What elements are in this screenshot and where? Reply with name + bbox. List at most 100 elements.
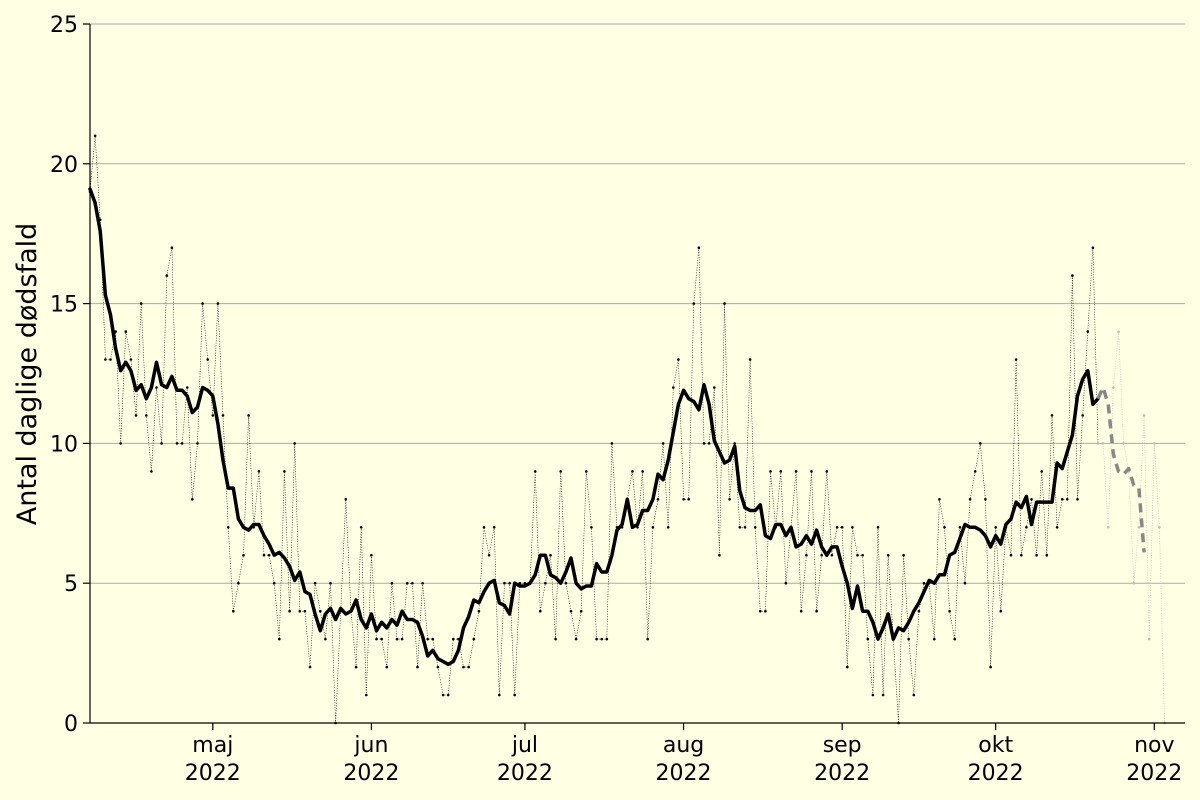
smoothed-line (88, 187, 1100, 667)
daily-point (677, 358, 680, 361)
daily-point (298, 609, 302, 613)
daily-point (917, 609, 921, 613)
daily-point (180, 442, 184, 445)
daily-point (861, 553, 864, 557)
daily-point (400, 637, 404, 641)
y-tick-label: 0 (64, 712, 78, 737)
x-tick-label-year: 2022 (343, 761, 399, 786)
daily-point (723, 302, 726, 305)
daily-point (554, 637, 557, 641)
daily-point (421, 581, 424, 585)
daily-point (104, 358, 107, 361)
daily-point (784, 581, 788, 585)
daily-point (1137, 526, 1141, 529)
daily-point (1142, 414, 1146, 417)
daily-point (288, 609, 291, 613)
daily-point (1086, 330, 1090, 333)
daily-point (1060, 498, 1064, 501)
daily-point (175, 442, 179, 445)
daily-point (446, 693, 450, 697)
daily-point (283, 470, 286, 473)
daily-point (498, 693, 501, 697)
daily-point (303, 609, 307, 613)
daily-point (370, 553, 373, 557)
daily-point (912, 693, 916, 697)
daily-point (201, 302, 204, 305)
x-tick-label-year: 2022 (185, 761, 241, 786)
daily-point (1096, 442, 1100, 445)
daily-point (134, 414, 138, 417)
daily-point (881, 693, 885, 697)
daily-point (764, 609, 767, 613)
daily-point (799, 609, 803, 613)
x-tick-label-month: jun (353, 733, 388, 758)
daily-point (707, 442, 711, 445)
daily-point (1040, 470, 1043, 473)
daily-point (482, 526, 486, 529)
daily-point (866, 637, 870, 641)
daily-point (411, 581, 414, 585)
daily-point (150, 470, 153, 473)
daily-point (1081, 414, 1084, 417)
daily-point (984, 498, 987, 501)
daily-point (395, 637, 399, 641)
daily-point (267, 553, 271, 557)
daily-point (559, 470, 562, 473)
daily-point (390, 581, 394, 585)
daily-point (979, 442, 982, 445)
x-tick-labels: maj 2022 jun 2022 jul 2022 aug 2022 sep 2022 okt 20… (185, 733, 1182, 786)
daily-point (769, 470, 772, 473)
daily-point (963, 581, 967, 585)
daily-point (697, 246, 701, 249)
daily-point (1055, 526, 1059, 529)
daily-point (958, 526, 962, 529)
daily-point (441, 693, 445, 697)
daily-point (533, 470, 537, 473)
daily-point (590, 526, 593, 529)
daily-point (600, 637, 603, 641)
daily-point (718, 553, 721, 557)
daily-point (933, 637, 936, 641)
daily-point (129, 358, 133, 361)
daily-point (426, 637, 430, 641)
daily-point (661, 442, 665, 445)
daily-point (237, 581, 240, 585)
x-tick-label-month: maj (192, 733, 233, 758)
daily-point (216, 302, 220, 305)
daily-point (631, 470, 634, 473)
daily-point (436, 665, 440, 669)
daily-point (492, 526, 496, 529)
daily-point (871, 693, 875, 697)
daily-point (574, 637, 578, 641)
daily-point (840, 526, 844, 529)
daily-point (579, 609, 583, 613)
y-tick-labels: 0 5 10 15 20 25 (50, 13, 78, 737)
daily-point (733, 442, 736, 445)
daily-point (835, 526, 839, 529)
daily-point (1025, 526, 1028, 529)
daily-point (1076, 498, 1079, 501)
daily-point (748, 358, 752, 361)
daily-point (569, 609, 573, 613)
daily-point (431, 637, 435, 641)
daily-point (702, 442, 706, 445)
smoothed-deaths-series (88, 187, 1146, 667)
smoothed-line-provisional (1096, 385, 1146, 553)
x-tick-label-month: okt (978, 733, 1013, 758)
daily-point (145, 414, 148, 417)
daily-point (779, 470, 783, 473)
x-tick-label-year: 2022 (497, 761, 553, 786)
daily-point (989, 665, 992, 669)
daily-point (405, 581, 409, 585)
daily-line-provisional (1098, 331, 1165, 724)
daily-point (1132, 581, 1136, 585)
daily-point (743, 526, 747, 529)
x-tick-label-month: nov (1134, 733, 1174, 758)
daily-point (170, 246, 174, 249)
daily-point (805, 553, 808, 557)
x-tick-label-year: 2022 (1126, 761, 1182, 786)
daily-point (687, 498, 690, 501)
daily-point (114, 330, 117, 333)
daily-point (308, 665, 312, 669)
daily-point (1153, 442, 1156, 445)
